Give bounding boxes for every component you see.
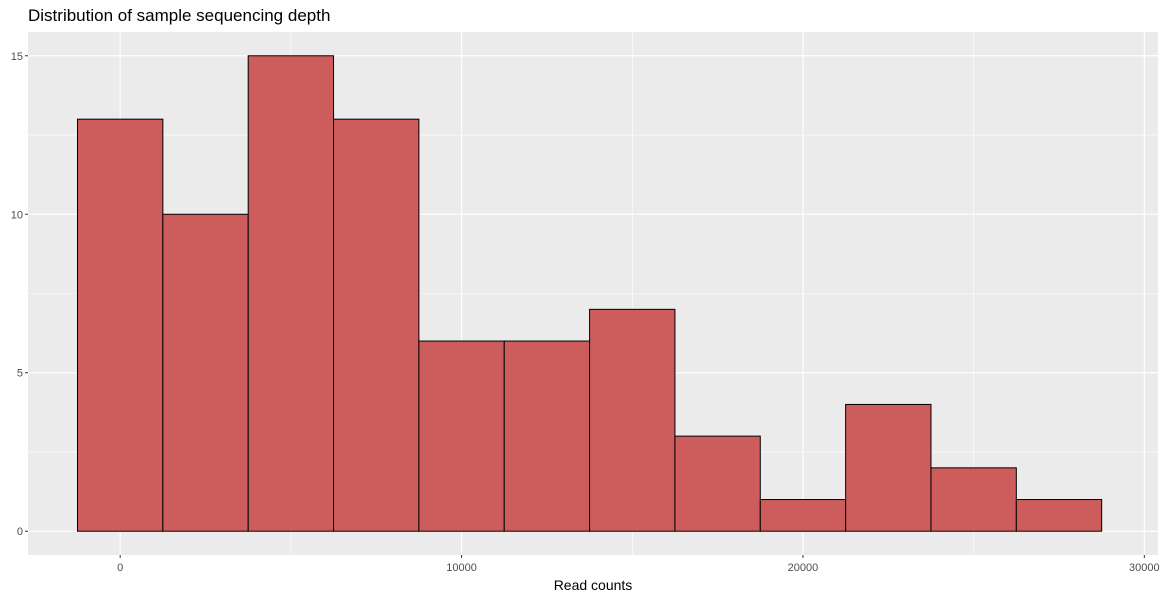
histogram-bar <box>77 118 164 532</box>
histogram-bar <box>1015 499 1103 532</box>
histogram-bar <box>930 467 1017 532</box>
x-axis: 0 10000 20000 30000 <box>117 555 1160 574</box>
y-tick-label: 0 <box>17 526 23 538</box>
histogram-bar <box>589 308 676 532</box>
histogram-bar <box>845 403 932 532</box>
histogram-bars <box>77 55 1103 532</box>
chart-title: Distribution of sample sequencing depth <box>28 6 331 25</box>
histogram-bar <box>333 118 420 532</box>
x-tick-label: 10000 <box>446 562 477 574</box>
histogram-bar <box>503 340 591 532</box>
histogram-bar <box>247 55 335 532</box>
y-tick-label: 10 <box>11 209 23 221</box>
x-tick-label: 0 <box>117 562 123 574</box>
x-tick-label: 30000 <box>1129 562 1160 574</box>
y-axis: 0 5 10 15 <box>11 51 28 538</box>
x-tick-label: 20000 <box>788 562 819 574</box>
histogram-bar <box>674 435 761 532</box>
y-tick-label: 15 <box>11 51 23 63</box>
y-tick-label: 5 <box>17 368 23 380</box>
histogram-bar <box>162 213 249 532</box>
histogram-bar <box>759 499 847 532</box>
x-axis-title: Read counts <box>554 577 633 593</box>
histogram-bar <box>418 340 505 532</box>
